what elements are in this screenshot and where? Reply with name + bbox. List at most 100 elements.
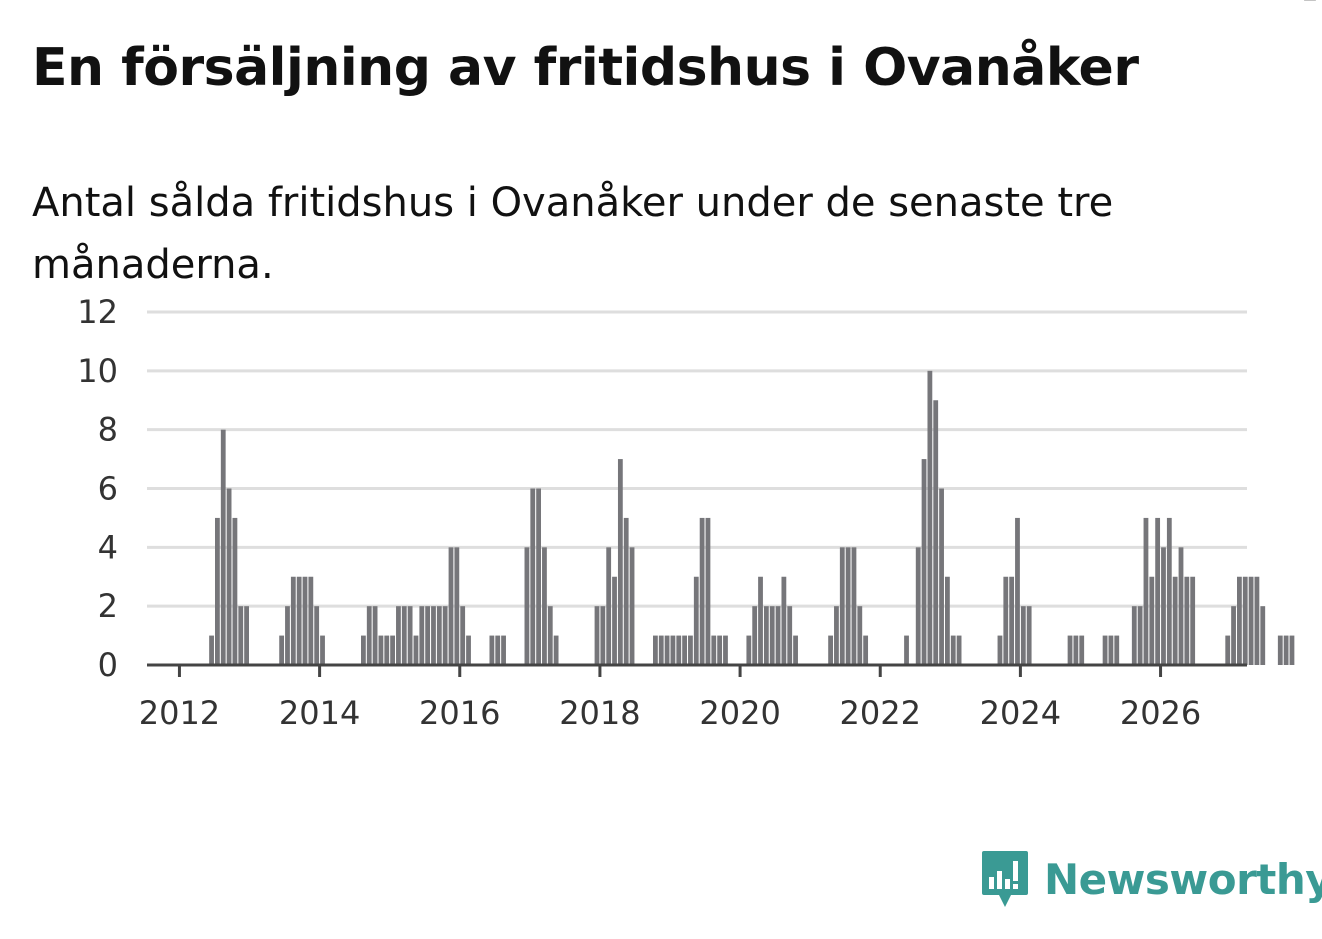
bar xyxy=(600,606,606,665)
bar xyxy=(705,517,711,665)
bar xyxy=(285,606,290,665)
highlighted-bar-label: 1 xyxy=(1301,0,1319,7)
bar xyxy=(723,635,728,665)
x-axis-labels: 2012 2014 2016 2018 2020 2022 2024 2026 xyxy=(139,694,1202,732)
x-tick-label: 2018 xyxy=(559,694,640,732)
bar xyxy=(1102,635,1108,665)
x-tick-label: 2020 xyxy=(699,694,780,732)
bar xyxy=(1277,635,1283,665)
bar xyxy=(1184,576,1190,665)
x-tick-label: 2022 xyxy=(840,694,921,732)
chart-title: En försäljning av fritidshus i Ovanåker xyxy=(32,38,1139,98)
bar xyxy=(466,635,471,665)
bar xyxy=(396,606,401,665)
bar xyxy=(758,576,763,665)
bar xyxy=(1237,576,1242,665)
bar xyxy=(670,635,676,665)
bar xyxy=(1009,576,1015,665)
bar xyxy=(828,635,833,665)
bar xyxy=(781,576,787,665)
bar xyxy=(676,635,682,665)
bar xyxy=(1015,517,1020,665)
bar xyxy=(419,606,425,665)
x-tick-label: 2026 xyxy=(1120,694,1201,732)
annotations: 1 xyxy=(1301,0,1319,7)
bar xyxy=(209,635,214,665)
bar xyxy=(717,635,723,665)
bar xyxy=(501,635,506,665)
brand-name: Newsworthy xyxy=(1044,854,1322,904)
bar xyxy=(1003,576,1009,665)
bar xyxy=(1143,517,1149,665)
bar xyxy=(384,635,390,665)
bar xyxy=(682,635,687,665)
bar xyxy=(1231,606,1236,665)
bar xyxy=(448,547,454,665)
bar xyxy=(1108,635,1114,665)
bar xyxy=(839,547,845,665)
bar xyxy=(711,635,717,665)
bar xyxy=(238,606,244,665)
bar xyxy=(361,635,366,665)
bar xyxy=(629,547,635,665)
bar xyxy=(226,488,232,665)
bar xyxy=(530,488,536,665)
bar xyxy=(688,635,693,665)
bar xyxy=(1178,547,1184,665)
bar xyxy=(1242,576,1248,665)
bar xyxy=(997,635,1003,665)
bar xyxy=(1131,606,1137,665)
bar xyxy=(536,488,541,665)
bar xyxy=(1260,606,1266,665)
bar xyxy=(431,606,436,665)
bars xyxy=(209,370,1295,665)
bar xyxy=(290,576,296,665)
bar xyxy=(542,547,547,665)
bar xyxy=(366,606,372,665)
bar xyxy=(763,606,769,665)
bar xyxy=(1283,635,1289,665)
bar xyxy=(664,635,670,665)
bar xyxy=(232,517,238,665)
bar xyxy=(693,576,699,665)
bar xyxy=(653,635,658,665)
bar xyxy=(495,635,501,665)
bar xyxy=(1137,606,1143,665)
bar xyxy=(834,606,839,665)
bar xyxy=(454,547,460,665)
y-tick-label: 2 xyxy=(98,587,118,625)
bar xyxy=(851,547,857,665)
bar xyxy=(933,400,939,665)
bar xyxy=(1248,576,1254,665)
bar xyxy=(1149,576,1155,665)
newsworthy-brand: Newsworthy xyxy=(980,848,1322,910)
bar xyxy=(1020,606,1026,665)
bar xyxy=(1073,635,1079,665)
bar xyxy=(1254,576,1260,665)
bar xyxy=(442,606,448,665)
bar xyxy=(845,547,851,665)
bar xyxy=(939,488,944,665)
bar xyxy=(401,606,407,665)
gridlines xyxy=(147,310,1247,608)
bar xyxy=(857,606,863,665)
bar xyxy=(425,606,431,665)
bar xyxy=(378,635,384,665)
bar xyxy=(407,606,413,665)
bar xyxy=(658,635,664,665)
bar xyxy=(296,576,302,665)
bar xyxy=(308,576,314,665)
bar xyxy=(1289,635,1295,665)
bar xyxy=(460,606,466,665)
bar xyxy=(699,517,705,665)
bar xyxy=(612,576,617,665)
bar xyxy=(1161,547,1166,665)
bar xyxy=(746,635,752,665)
bar xyxy=(904,635,909,665)
bar xyxy=(945,576,950,665)
bar xyxy=(915,547,921,665)
bar xyxy=(1067,635,1073,665)
bar xyxy=(956,635,962,665)
bar xyxy=(1026,606,1032,665)
